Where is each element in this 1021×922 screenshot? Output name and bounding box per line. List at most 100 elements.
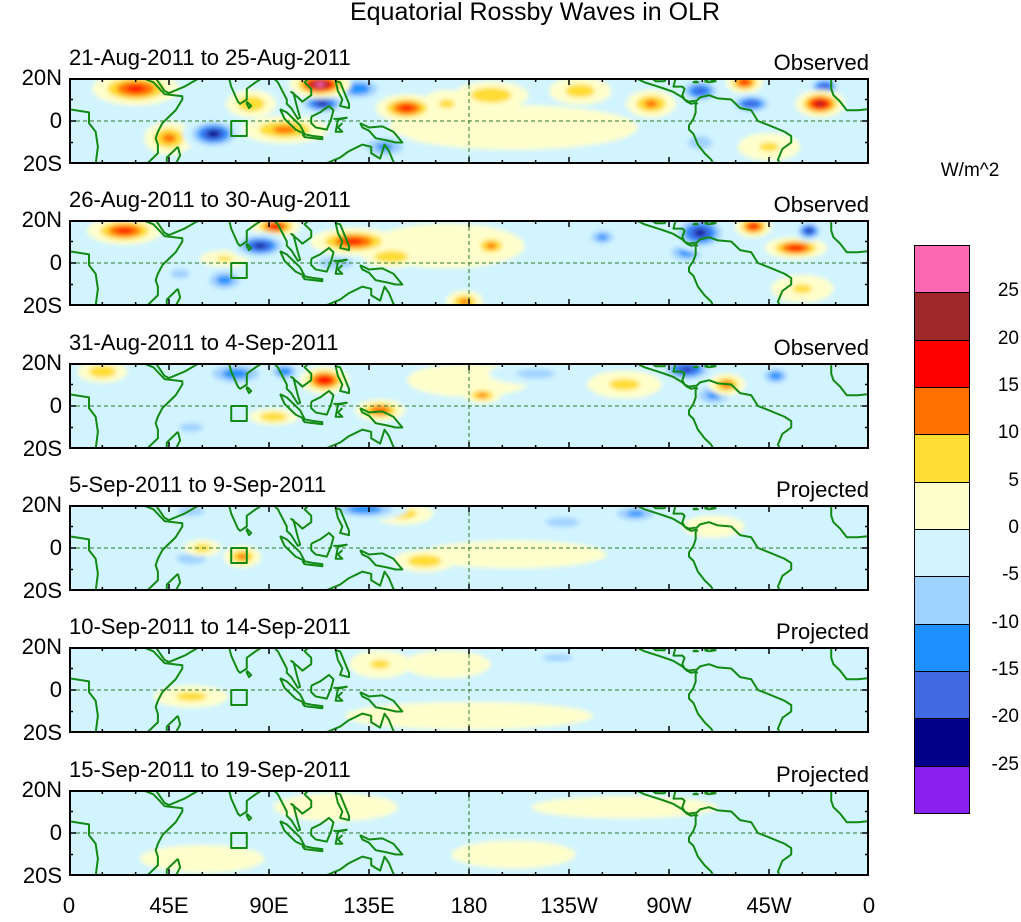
coastline <box>333 543 348 560</box>
anomaly-contour <box>370 659 391 669</box>
map-plot <box>69 78 869 164</box>
map-plot <box>69 220 869 306</box>
lat-label: 20S <box>22 578 62 603</box>
lon-label: 0 <box>62 893 76 918</box>
anomaly-contour <box>400 105 414 112</box>
map-panel <box>69 363 869 449</box>
coastline <box>69 250 99 306</box>
colorbar-swatch <box>914 718 970 767</box>
coastline <box>359 407 404 429</box>
coastline <box>301 844 324 853</box>
coastline <box>245 242 253 252</box>
coastline <box>359 691 404 713</box>
coastline <box>672 78 696 103</box>
anomaly-contour <box>682 515 745 538</box>
lat-label: 20S <box>22 436 62 461</box>
map-panel <box>69 78 869 164</box>
anomaly-contour <box>543 654 573 662</box>
colorbar-swatch <box>914 292 970 341</box>
colorbar-swatch <box>914 339 970 388</box>
anomaly-contour <box>272 125 297 134</box>
anomaly-contour <box>565 84 595 98</box>
anomaly-contour <box>126 85 145 93</box>
coastline <box>333 828 348 845</box>
panel-date-range: 5-Sep-2011 to 9-Sep-2011 <box>69 472 327 497</box>
lat-label: 20N <box>21 207 62 232</box>
coastline <box>230 832 248 850</box>
coastline <box>324 570 397 591</box>
coastline <box>228 647 263 674</box>
coastline <box>333 685 348 702</box>
anomaly-contour <box>644 100 658 108</box>
coastline <box>69 677 99 733</box>
colorbar-label: -15 <box>991 659 1019 680</box>
lon-label: 135E <box>343 893 395 918</box>
coastline <box>694 521 793 591</box>
coastline <box>830 647 869 681</box>
coastline <box>333 116 348 133</box>
coastline <box>694 94 793 164</box>
colorbar-label: 5 <box>1008 469 1019 491</box>
coastline <box>269 505 313 547</box>
coastline <box>333 258 348 275</box>
coastline <box>269 790 313 832</box>
anomaly-contour <box>470 87 512 103</box>
anomaly-contour <box>545 517 580 527</box>
coastline <box>334 792 350 822</box>
colorbar-label: -25 <box>991 753 1019 775</box>
anomaly-contour <box>162 133 176 143</box>
panel-frame <box>69 220 869 306</box>
anomaly-contour <box>347 505 382 514</box>
coastline <box>245 527 253 537</box>
coastline <box>324 855 397 876</box>
coastline <box>635 220 699 247</box>
coastline <box>269 78 313 120</box>
panel-type: Observed <box>773 50 869 75</box>
coastline <box>635 647 699 674</box>
coastline <box>310 673 335 700</box>
anomaly-contour <box>206 130 221 138</box>
lat-label: 20S <box>22 720 62 745</box>
coastline <box>830 78 869 112</box>
coastline <box>230 405 248 423</box>
lon-label: 45E <box>149 893 189 918</box>
anomaly-contour <box>259 412 288 422</box>
anomaly-contour <box>237 553 248 560</box>
coastline <box>830 790 869 824</box>
lat-label: 20N <box>21 492 62 517</box>
coastline <box>269 647 313 689</box>
coastline <box>359 834 404 856</box>
colorbar-label: 10 <box>997 422 1019 444</box>
anomaly-contour <box>317 101 328 106</box>
panel-date-range: 10-Sep-2011 to 14-Sep-2011 <box>69 614 351 639</box>
panel-date-range: 15-Sep-2011 to 19-Sep-2011 <box>69 757 351 782</box>
coastline <box>688 530 715 591</box>
coastline <box>310 104 335 131</box>
colorbar-label: 0 <box>1008 517 1019 538</box>
anomaly-contour <box>216 256 233 262</box>
lon-label: 90W <box>646 893 692 918</box>
anomaly-contour <box>486 242 497 249</box>
anomaly-contour <box>407 554 442 568</box>
colorbar-swatch <box>914 434 970 483</box>
lat-label: 20S <box>22 863 62 888</box>
colorbar-swatch <box>914 623 970 672</box>
lat-label: 0 <box>49 677 62 702</box>
coastline <box>228 363 263 390</box>
anomaly-contour <box>374 250 409 263</box>
anomaly-contour <box>420 540 607 569</box>
anomaly-contour <box>451 840 576 869</box>
anomaly-contour <box>792 284 813 294</box>
map-panel <box>69 220 869 306</box>
coastline <box>301 132 324 141</box>
coastline <box>830 363 869 397</box>
coastline <box>141 647 184 733</box>
anomaly-contour <box>438 99 455 109</box>
map-plot <box>69 647 869 733</box>
anomaly-contour <box>116 227 133 234</box>
anomaly-contour <box>254 243 266 249</box>
coastline <box>310 816 335 843</box>
panel-type: Projected <box>776 619 869 644</box>
coastline <box>359 549 404 571</box>
panel-frame <box>69 505 869 591</box>
